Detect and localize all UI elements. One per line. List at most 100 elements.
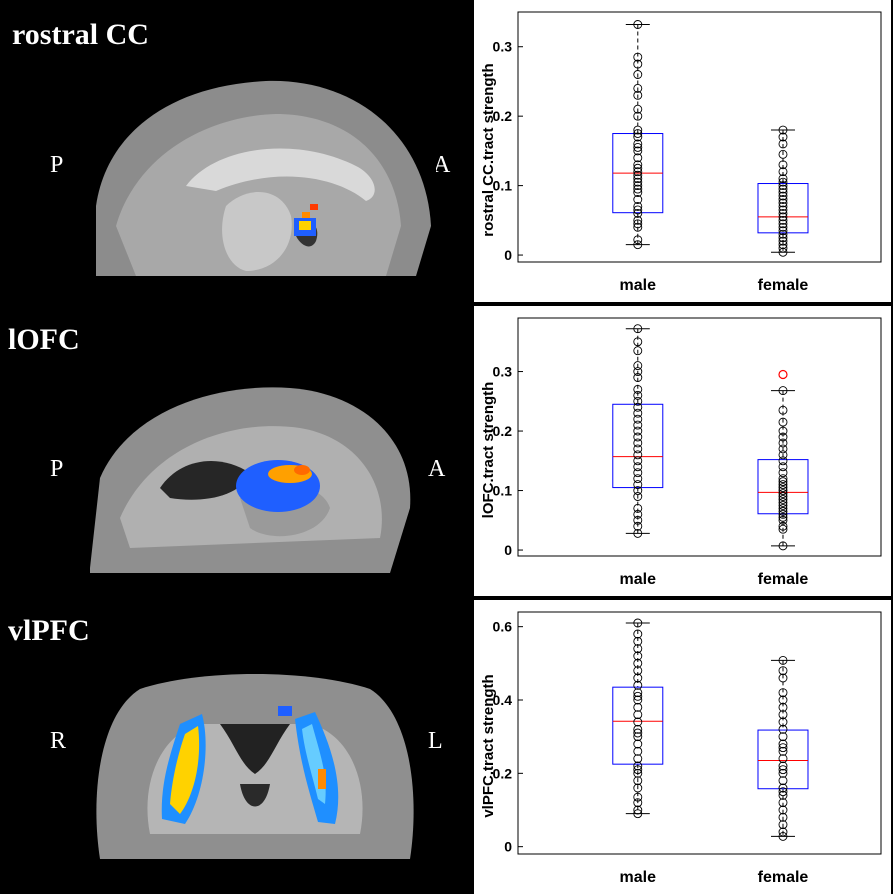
data-point <box>633 444 643 454</box>
data-point <box>778 688 788 698</box>
data-point <box>633 515 643 525</box>
orient-left-label: P <box>50 456 64 482</box>
sagittal-brain-image-lofc <box>90 378 420 578</box>
data-point <box>778 515 788 525</box>
x-tick-label: male <box>620 277 657 294</box>
data-point <box>633 728 643 738</box>
data-point <box>633 528 643 538</box>
data-point <box>633 651 643 661</box>
data-point <box>633 492 643 501</box>
data-point <box>778 717 788 727</box>
data-point <box>633 629 643 639</box>
data-point <box>633 139 643 149</box>
data-point <box>633 420 643 430</box>
data-point <box>633 346 643 356</box>
box-female <box>757 655 809 841</box>
orient-right-label: A <box>428 456 446 482</box>
data-point <box>633 177 643 187</box>
data-point <box>778 139 788 149</box>
data-point <box>633 798 643 808</box>
data-point <box>778 438 788 448</box>
data-point <box>633 673 643 683</box>
chart-svg: lOFC.tract strength 0 0.1 0.2 0.3 male female <box>480 317 882 588</box>
data-point <box>633 480 643 490</box>
data-point <box>778 215 788 225</box>
data-point <box>633 163 643 173</box>
activation-cluster-right <box>161 714 206 824</box>
data-point <box>778 732 788 742</box>
data-point <box>778 191 788 201</box>
y-axis-label: vlPFC.tract strength <box>480 674 497 817</box>
data-point <box>778 132 788 142</box>
orient-right-label: L <box>428 728 443 754</box>
data-point <box>633 456 643 466</box>
data-point <box>778 236 788 246</box>
data-point <box>633 414 643 424</box>
y-tick-label: 0 <box>504 839 512 855</box>
sagittal-brain-image-rostral-cc <box>96 76 436 276</box>
data-point <box>778 468 788 478</box>
data-point <box>778 226 788 236</box>
data-point <box>633 215 643 225</box>
iqr-box <box>612 403 664 489</box>
data-point <box>633 805 643 815</box>
data-point <box>778 208 788 218</box>
data-point <box>778 787 788 797</box>
data-point <box>778 783 788 793</box>
data-point <box>633 132 643 142</box>
data-point <box>778 222 788 232</box>
data-point <box>778 474 788 484</box>
data-point <box>633 52 643 62</box>
data-point <box>633 90 643 100</box>
data-point <box>778 805 788 815</box>
x-tick-label: female <box>758 277 809 294</box>
data-point <box>778 432 788 442</box>
data-point <box>778 489 788 498</box>
data-point <box>633 768 643 778</box>
x-tick-label: female <box>758 571 809 588</box>
data-point <box>633 521 643 531</box>
data-point <box>778 831 788 841</box>
data-point <box>633 235 643 245</box>
orient-left-label: R <box>50 728 67 754</box>
data-point <box>633 146 643 156</box>
data-point <box>778 503 788 513</box>
data-point <box>778 512 788 522</box>
data-point <box>633 408 643 418</box>
data-point <box>633 208 643 218</box>
iqr-box <box>757 729 809 790</box>
data-point <box>633 181 643 191</box>
data-point <box>778 724 788 734</box>
data-point <box>633 636 643 646</box>
data-point <box>633 426 643 436</box>
y-tick-label: 0.1 <box>493 483 513 499</box>
data-point <box>633 337 643 347</box>
data-point <box>633 739 643 749</box>
y-tick-label: 0.1 <box>493 178 513 194</box>
data-point <box>778 477 788 487</box>
data-point <box>633 367 643 377</box>
activation-cluster-left <box>295 712 339 824</box>
data-point <box>778 765 788 775</box>
box-male <box>612 618 664 819</box>
data-point <box>778 739 788 749</box>
data-point <box>633 160 643 170</box>
panel-title-rostral-cc: rostral CC <box>12 18 149 51</box>
panel-title-lofc: lOFC <box>8 323 80 356</box>
data-point <box>778 655 788 665</box>
data-point <box>633 618 643 628</box>
outlier-point <box>778 369 788 380</box>
data-point <box>778 229 788 239</box>
data-point <box>778 673 788 683</box>
data-point <box>778 702 788 712</box>
data-point <box>778 761 788 771</box>
data-point <box>778 798 788 808</box>
data-point <box>778 480 788 490</box>
activation-cluster <box>294 204 318 236</box>
data-point <box>633 746 643 756</box>
y-axis-label: lOFC.tract strength <box>480 382 497 519</box>
data-point <box>778 444 788 454</box>
activation-spot <box>278 706 292 716</box>
data-point <box>633 474 643 484</box>
data-point <box>778 243 788 253</box>
